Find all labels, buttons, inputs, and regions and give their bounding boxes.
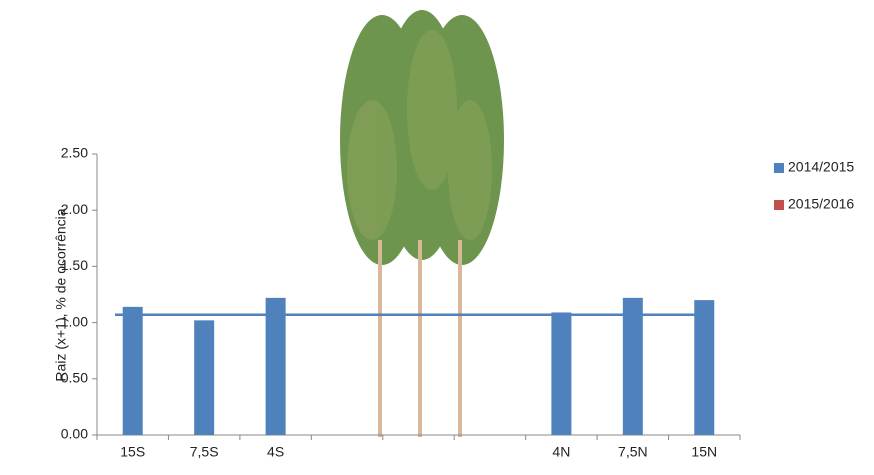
y-tick-label: 2.00	[61, 201, 88, 217]
y-axis-label: Raiz (x+1), % de ocorrência	[53, 208, 69, 381]
x-tick-label: 7,5S	[190, 444, 219, 460]
bar	[194, 320, 215, 435]
bar	[265, 297, 286, 435]
x-tick-label: 4N	[552, 444, 570, 460]
x-tick-label: 15N	[691, 444, 717, 460]
y-tick-label: 1.00	[61, 313, 88, 329]
y-tick-label: 0.50	[61, 370, 88, 386]
legend-swatch	[774, 163, 784, 173]
legend-swatch	[774, 200, 784, 210]
legend-label: 2014/2015	[788, 159, 854, 175]
y-tick-label: 1.50	[61, 257, 88, 273]
legend-label: 2015/2016	[788, 196, 854, 212]
x-tick-label: 15S	[120, 444, 145, 460]
y-tick-label: 2.50	[61, 145, 88, 161]
bar	[622, 297, 643, 435]
y-tick-label: 0.00	[61, 426, 88, 442]
x-tick-label: 7,5N	[618, 444, 648, 460]
bar	[694, 300, 715, 435]
bar	[551, 312, 572, 435]
x-tick-label: 4S	[267, 444, 284, 460]
bar	[122, 306, 143, 435]
trees	[340, 10, 504, 437]
